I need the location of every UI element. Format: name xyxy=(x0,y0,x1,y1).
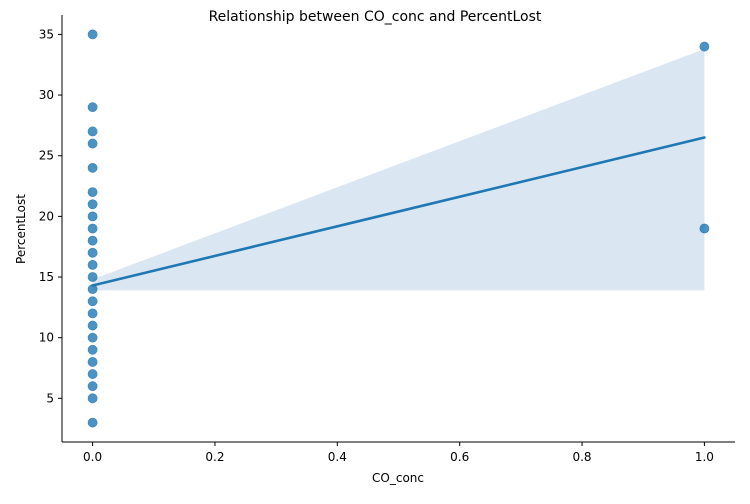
y-tick-label: 10 xyxy=(39,331,54,345)
regression-line xyxy=(91,136,706,287)
scatter-point xyxy=(87,369,98,379)
y-tick-label: 15 xyxy=(39,270,54,284)
scatter-point xyxy=(87,187,98,198)
x-tick-label: 0.6 xyxy=(450,450,469,464)
x-tick-label: 0.4 xyxy=(328,450,347,464)
y-tick-label: 35 xyxy=(39,27,54,41)
scatter-point xyxy=(87,223,98,234)
x-tick-label: 0.2 xyxy=(205,450,224,464)
scatter-point xyxy=(87,29,98,40)
scatter-point xyxy=(87,417,98,428)
y-tick-label: 5 xyxy=(46,391,54,405)
y-axis-title: PercentLost xyxy=(14,194,28,264)
scatter-point xyxy=(87,259,98,270)
scatter-point xyxy=(87,320,98,331)
x-tick-label: 1.0 xyxy=(695,450,714,464)
scatter-point xyxy=(87,308,98,319)
scatter-point xyxy=(87,235,98,246)
scatter-point xyxy=(87,296,98,307)
scatter-point xyxy=(87,126,98,137)
x-tick-label: 0.8 xyxy=(572,450,591,464)
scatter-point xyxy=(87,211,98,222)
scatter-point xyxy=(87,102,98,113)
scatter-point xyxy=(87,272,98,282)
confidence-band xyxy=(92,48,705,291)
scatter-point xyxy=(87,381,98,392)
plot-area: 0.0 0.2 0.4 0.6 0.8 1.0 5 10 15 20 25 30 35 xyxy=(39,15,735,464)
x-tick-label: 0.0 xyxy=(83,450,102,464)
y-tick-label: 25 xyxy=(39,149,54,163)
chart-title: Relationship between CO_conc and Percent… xyxy=(209,9,542,25)
scatter-point xyxy=(87,162,98,173)
scatter-point xyxy=(87,199,98,210)
scatter-point xyxy=(87,357,98,367)
scatter-point xyxy=(87,344,98,355)
scatter-point xyxy=(87,393,98,404)
x-axis-title: CO_conc xyxy=(372,471,424,485)
scatter-point xyxy=(87,332,98,343)
scatter-point xyxy=(699,223,710,234)
y-tick-label: 20 xyxy=(39,209,54,223)
scatter-point xyxy=(699,41,710,52)
scatter-point xyxy=(87,138,98,149)
scatter-point xyxy=(87,247,98,258)
y-tick-label: 30 xyxy=(39,88,54,102)
